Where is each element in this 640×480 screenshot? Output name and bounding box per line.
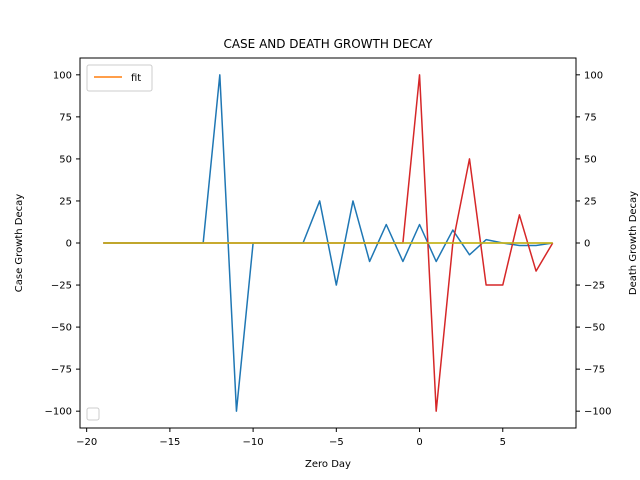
x-tick-label: 5 xyxy=(500,437,506,448)
x-tick-label: −20 xyxy=(76,437,97,448)
x-axis-label: Zero Day xyxy=(305,459,351,470)
left-tick-label: 75 xyxy=(59,112,72,123)
left-tick-label: −100 xyxy=(45,407,72,418)
left-tick-label: −75 xyxy=(51,365,72,376)
right-tick-label: 0 xyxy=(584,239,590,250)
x-axis-ticks: −20 −15 −10 −5 0 5 xyxy=(76,428,506,448)
left-axis-label: Case Growth Decay xyxy=(14,194,25,293)
right-tick-label: 100 xyxy=(584,70,603,81)
right-axis-label: Death Growth Decay xyxy=(628,191,639,295)
right-tick-label: −100 xyxy=(584,407,611,418)
legend-empty-box xyxy=(86,407,100,421)
x-tick-label: −15 xyxy=(159,437,180,448)
right-tick-label: −75 xyxy=(584,365,605,376)
right-tick-label: −50 xyxy=(584,323,605,334)
left-tick-label: 0 xyxy=(66,239,72,250)
left-tick-label: −25 xyxy=(51,281,72,292)
legend-box xyxy=(86,64,153,92)
plot-series xyxy=(103,74,554,412)
chart-title: CASE AND DEATH GROWTH DECAY xyxy=(223,37,433,51)
right-tick-label: 75 xyxy=(584,112,597,123)
x-tick-label: 0 xyxy=(416,437,422,448)
left-tick-label: −50 xyxy=(51,323,72,334)
right-tick-label: 50 xyxy=(584,154,597,165)
left-tick-label: 100 xyxy=(53,70,72,81)
left-tick-label: 50 xyxy=(59,154,72,165)
x-tick-label: −5 xyxy=(329,437,344,448)
x-tick-label: −10 xyxy=(243,437,264,448)
left-axis-ticks: −100 −75 −50 −25 0 25 50 75 100 xyxy=(45,70,80,418)
legend-upper: fit xyxy=(86,64,153,92)
right-tick-label: −25 xyxy=(584,281,605,292)
legend-lower xyxy=(86,407,100,421)
left-tick-label: 25 xyxy=(59,196,72,207)
right-axis-ticks: −100 −75 −50 −25 0 25 50 75 100 xyxy=(576,70,611,418)
legend-fit-label: fit xyxy=(131,73,141,84)
right-tick-label: 25 xyxy=(584,196,597,207)
